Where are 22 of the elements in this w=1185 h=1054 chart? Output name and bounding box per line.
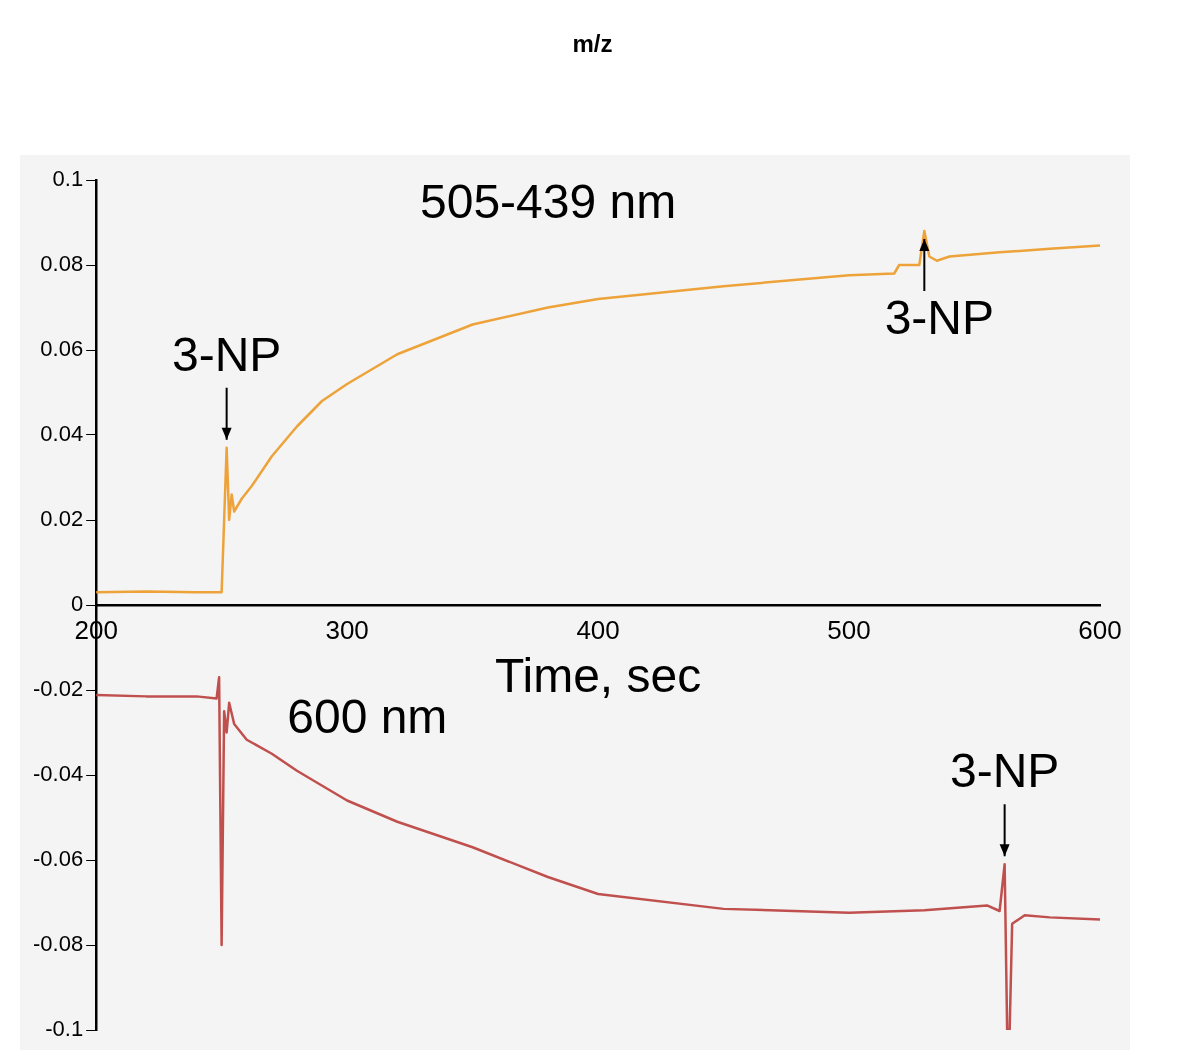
y-tick-label: 0.04: [40, 421, 84, 447]
series-label: 600 nm: [287, 690, 448, 744]
y-tick-label: 0.08: [40, 251, 84, 277]
x-tick-label: 300: [325, 614, 369, 645]
y-tick-label: -0.02: [32, 676, 84, 702]
y-tick-label: 0.02: [40, 506, 84, 532]
x-tick-label: 600: [1078, 614, 1122, 645]
y-tick-label: -0.04: [32, 761, 84, 787]
annotation: 3-NP: [171, 327, 282, 381]
x-tick-label: 500: [827, 614, 871, 645]
text: m/z: [571, 30, 614, 58]
y-tick-label: 0.06: [40, 336, 84, 362]
annotation: 3-NP: [884, 291, 995, 345]
series-label: 505-439 nm: [419, 175, 677, 229]
y-tick-label: -0.1: [45, 1016, 84, 1042]
y-tick-label: 0.1: [52, 166, 84, 192]
y-tick-label: 0: [70, 591, 84, 617]
annotation: 3-NP: [949, 744, 1060, 798]
y-tick-label: -0.06: [32, 846, 84, 872]
x-tick-label: 400: [576, 614, 620, 645]
y-tick-label: -0.08: [32, 931, 84, 957]
x-axis-title: Time, sec: [494, 649, 702, 703]
